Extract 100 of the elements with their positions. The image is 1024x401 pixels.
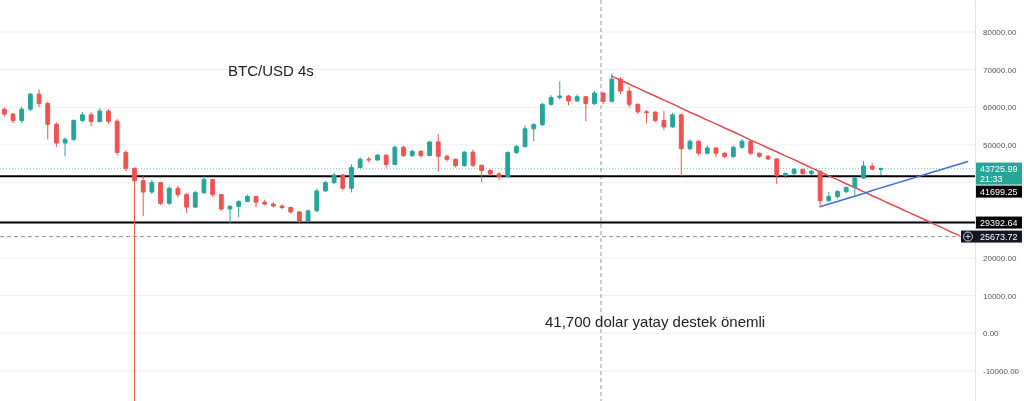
candlestick [236,199,242,218]
candlestick [783,171,788,179]
candlestick [852,176,858,196]
candlestick [106,108,111,125]
candlestick [444,154,450,163]
candlestick [297,210,302,224]
candlestick [349,164,354,193]
candlestick [409,148,415,158]
y-tick-label: -10000.00 [983,366,1020,376]
candlestick [756,151,762,159]
candlestick [487,168,493,177]
candlestick [574,94,580,103]
candlestick [566,94,571,106]
ref-line-label: 43725.99 21:33 [980,163,1018,184]
candlestick [592,90,597,106]
candlestick [453,158,459,169]
candlestick [522,124,528,149]
y-tick-label: 20000.00 [983,253,1017,263]
candlestick [383,153,389,169]
candlestick [644,109,649,124]
candlestick [279,203,285,210]
candlestick [826,191,832,202]
y-tick-label: 60000.00 [983,103,1017,113]
candlestick [479,164,485,183]
candlestick [210,178,216,198]
candlestick [375,153,380,162]
candlestick [392,145,398,166]
candlestick [227,204,233,225]
candlestick [184,192,189,214]
candlestick [878,167,884,176]
candlestick [540,102,545,127]
candlestick [496,171,502,181]
candlestick [687,138,693,152]
candlestick [730,145,736,159]
candlestick [97,107,103,123]
candlestick [331,172,337,185]
candlestick [817,170,823,208]
candlestick [36,88,42,108]
candlestick [323,180,328,193]
candlestick [71,118,77,142]
candlestick [45,101,51,140]
candlestick [583,95,589,122]
candlestick [635,103,641,115]
candlestick [427,140,432,157]
y-tick-label: 70000.00 [983,65,1017,75]
candlestick [661,110,667,131]
candlestick [557,80,563,101]
candlestick [505,150,511,179]
candlestick [357,156,363,169]
candlestick [435,133,441,172]
candlestick [253,195,259,208]
candlestick [618,76,623,95]
candlestick [774,157,780,185]
candlestick [366,156,372,163]
candlestick [696,139,702,157]
candlestick [1,106,7,118]
candlestick [149,179,155,195]
candlestick [19,106,25,124]
ref-line-label: 29392.64 [980,217,1018,228]
y-tick-label: 10000.00 [983,291,1017,301]
candlestick [80,111,85,123]
candlestick [270,201,276,208]
candlestick [88,111,94,127]
candlestick [609,72,615,104]
candlestick [166,185,172,206]
candlestick [244,194,250,203]
line-series [819,160,969,208]
annotation: 41,700 dolar yatay destek önemli [545,313,766,330]
ref-line-label: 25673.72 [980,231,1018,242]
candlestick [626,86,632,108]
candlestick [600,91,606,105]
candlestick [123,150,129,172]
candlestick [861,160,866,180]
candlestick [401,145,406,158]
candlestick [218,193,224,212]
line-series [611,75,960,237]
candlestick [62,136,68,157]
candlestick [132,167,137,401]
y-tick-label: 0.00 [983,329,1000,339]
candlestick [835,189,840,199]
candlestick [418,149,424,159]
candlestick [531,122,537,142]
candlestick [670,112,675,129]
candlestick [748,139,754,156]
candlestick [201,175,207,195]
candlestick [461,150,467,168]
candlestick [262,199,268,206]
candlestick [652,110,658,123]
candlestick [158,181,163,206]
candlestick [305,209,311,223]
candlestick [791,167,797,176]
candlestick [27,92,33,112]
candlestick [470,148,476,168]
candlestick [140,175,146,217]
candlestick [288,206,294,214]
candlestick [10,112,16,124]
text: BTC/USD 4s [228,62,314,79]
candlestick [114,118,120,157]
candlestick [175,185,181,199]
candlestick [678,113,684,177]
